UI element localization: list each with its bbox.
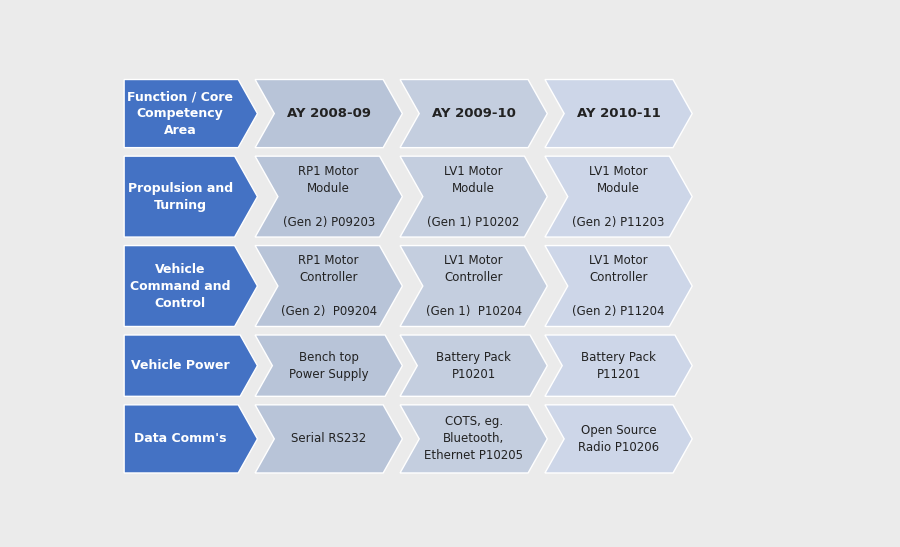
Text: COTS, eg.
Bluetooth,
Ethernet P10205: COTS, eg. Bluetooth, Ethernet P10205 — [424, 415, 523, 462]
Text: Serial RS232: Serial RS232 — [291, 432, 366, 445]
Text: Open Source
Radio P10206: Open Source Radio P10206 — [578, 424, 659, 454]
Polygon shape — [124, 156, 257, 237]
Polygon shape — [400, 79, 547, 148]
Polygon shape — [255, 79, 402, 148]
Polygon shape — [544, 246, 692, 327]
Polygon shape — [544, 156, 692, 237]
Text: LV1 Motor
Controller

(Gen 1)  P10204: LV1 Motor Controller (Gen 1) P10204 — [426, 254, 522, 318]
Polygon shape — [400, 335, 547, 397]
Polygon shape — [400, 405, 547, 473]
Polygon shape — [124, 335, 257, 397]
Text: Propulsion and
Turning: Propulsion and Turning — [128, 182, 233, 212]
Text: LV1 Motor
Controller

(Gen 2) P11204: LV1 Motor Controller (Gen 2) P11204 — [572, 254, 665, 318]
Polygon shape — [124, 246, 257, 327]
Text: Data Comm's: Data Comm's — [134, 432, 227, 445]
Text: Battery Pack
P10201: Battery Pack P10201 — [436, 351, 511, 381]
Text: LV1 Motor
Module

(Gen 1) P10202: LV1 Motor Module (Gen 1) P10202 — [428, 165, 520, 229]
Text: AY 2010-11: AY 2010-11 — [577, 107, 661, 120]
Text: Vehicle
Command and
Control: Vehicle Command and Control — [130, 263, 230, 310]
Text: AY 2008-09: AY 2008-09 — [287, 107, 371, 120]
Polygon shape — [544, 335, 692, 397]
Polygon shape — [255, 335, 402, 397]
Polygon shape — [255, 246, 402, 327]
Text: RP1 Motor
Controller

(Gen 2)  P09204: RP1 Motor Controller (Gen 2) P09204 — [281, 254, 377, 318]
Text: LV1 Motor
Module

(Gen 2) P11203: LV1 Motor Module (Gen 2) P11203 — [572, 165, 665, 229]
Text: Vehicle Power: Vehicle Power — [130, 359, 230, 372]
Text: Battery Pack
P11201: Battery Pack P11201 — [581, 351, 656, 381]
Polygon shape — [544, 79, 692, 148]
Polygon shape — [255, 156, 402, 237]
Polygon shape — [124, 79, 257, 148]
Polygon shape — [255, 405, 402, 473]
Polygon shape — [400, 156, 547, 237]
Text: RP1 Motor
Module

(Gen 2) P09203: RP1 Motor Module (Gen 2) P09203 — [283, 165, 375, 229]
Polygon shape — [544, 405, 692, 473]
Text: AY 2009-10: AY 2009-10 — [432, 107, 516, 120]
Polygon shape — [400, 246, 547, 327]
Polygon shape — [124, 405, 257, 473]
Text: Bench top
Power Supply: Bench top Power Supply — [289, 351, 368, 381]
Text: Function / Core
Competency
Area: Function / Core Competency Area — [127, 90, 233, 137]
